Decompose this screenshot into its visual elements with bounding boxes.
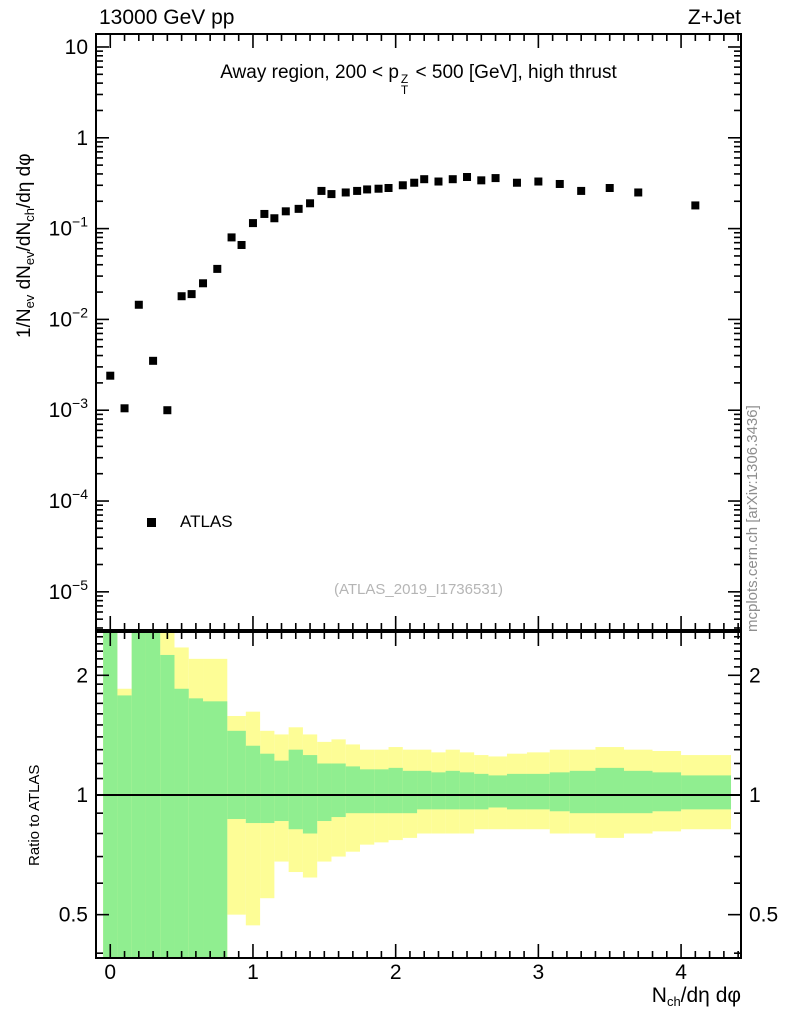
ylabel-sub: ev: [21, 251, 37, 266]
mcplots-watermark: mcplots.cern.ch [arXiv:1306.3436]: [744, 405, 761, 632]
pt-subscript: T: [400, 83, 409, 98]
xlabel-sub: ch: [666, 993, 681, 1009]
ylabel-seg: dN: [14, 265, 35, 295]
data-points: [106, 173, 700, 415]
svg-text:0: 0: [104, 961, 116, 984]
atlas-data-marker-icon: [147, 517, 156, 527]
ylabel-seg: 1/N: [14, 308, 35, 338]
svg-text:10−1: 10−1: [49, 214, 89, 241]
svg-text:1: 1: [76, 127, 88, 150]
x-axis-label: Nch/dη dφ: [652, 984, 741, 1009]
ylabel-seg: /dη dφ: [14, 153, 35, 209]
ylabel-sub: ch: [21, 208, 37, 222]
svg-text:10−5: 10−5: [49, 577, 89, 604]
svg-text:0.5: 0.5: [749, 904, 778, 927]
legend-label-atlas: ATLAS: [180, 512, 233, 531]
svg-text:1: 1: [76, 784, 88, 807]
svg-text:3: 3: [533, 961, 545, 984]
analysis-reference: (ATLAS_2019_I1736531): [333, 581, 503, 598]
y-axis-label-ratio: Ratio to ATLAS: [26, 764, 43, 866]
pt-superscript: Z: [400, 72, 409, 87]
xlabel-seg: /dη dφ: [680, 984, 741, 1007]
y-axis-label-main: 1/Nev dNev/dNch/dη dφ: [14, 153, 37, 338]
svg-text:2: 2: [76, 664, 88, 687]
svg-text:2: 2: [749, 664, 761, 687]
panel-frames: [95, 33, 742, 959]
svg-text:1: 1: [749, 784, 761, 807]
svg-text:0.5: 0.5: [59, 904, 88, 927]
svg-text:4: 4: [675, 961, 687, 984]
axis-ticks: [96, 34, 741, 958]
ylabel-seg: /dN: [14, 221, 35, 252]
svg-text:2: 2: [390, 961, 402, 984]
svg-text:10: 10: [65, 36, 88, 59]
ratio-band-inner: [103, 632, 732, 958]
plot-title-text-end: < 500 [GeV], high thrust: [410, 62, 617, 83]
svg-text:1: 1: [247, 961, 259, 984]
svg-text:10−2: 10−2: [49, 304, 89, 331]
ylabel-sub: ev: [21, 294, 37, 309]
process-label: Z+Jet: [687, 6, 741, 29]
svg-text:10−4: 10−4: [49, 486, 89, 513]
xlabel-seg: N: [651, 984, 667, 1007]
plot-title-text: Away region, 200 < p: [220, 62, 399, 83]
tick-labels: 0 1 2 3 4 10 1 10−1 10−2 10−3 10−4 10−5 0.5 0.5 1 1 2 2: [49, 36, 779, 984]
beam-energy-label: 13000 GeV pp: [99, 6, 235, 29]
legend: ATLAS: [147, 512, 233, 532]
svg-text:10−3: 10−3: [49, 395, 89, 422]
